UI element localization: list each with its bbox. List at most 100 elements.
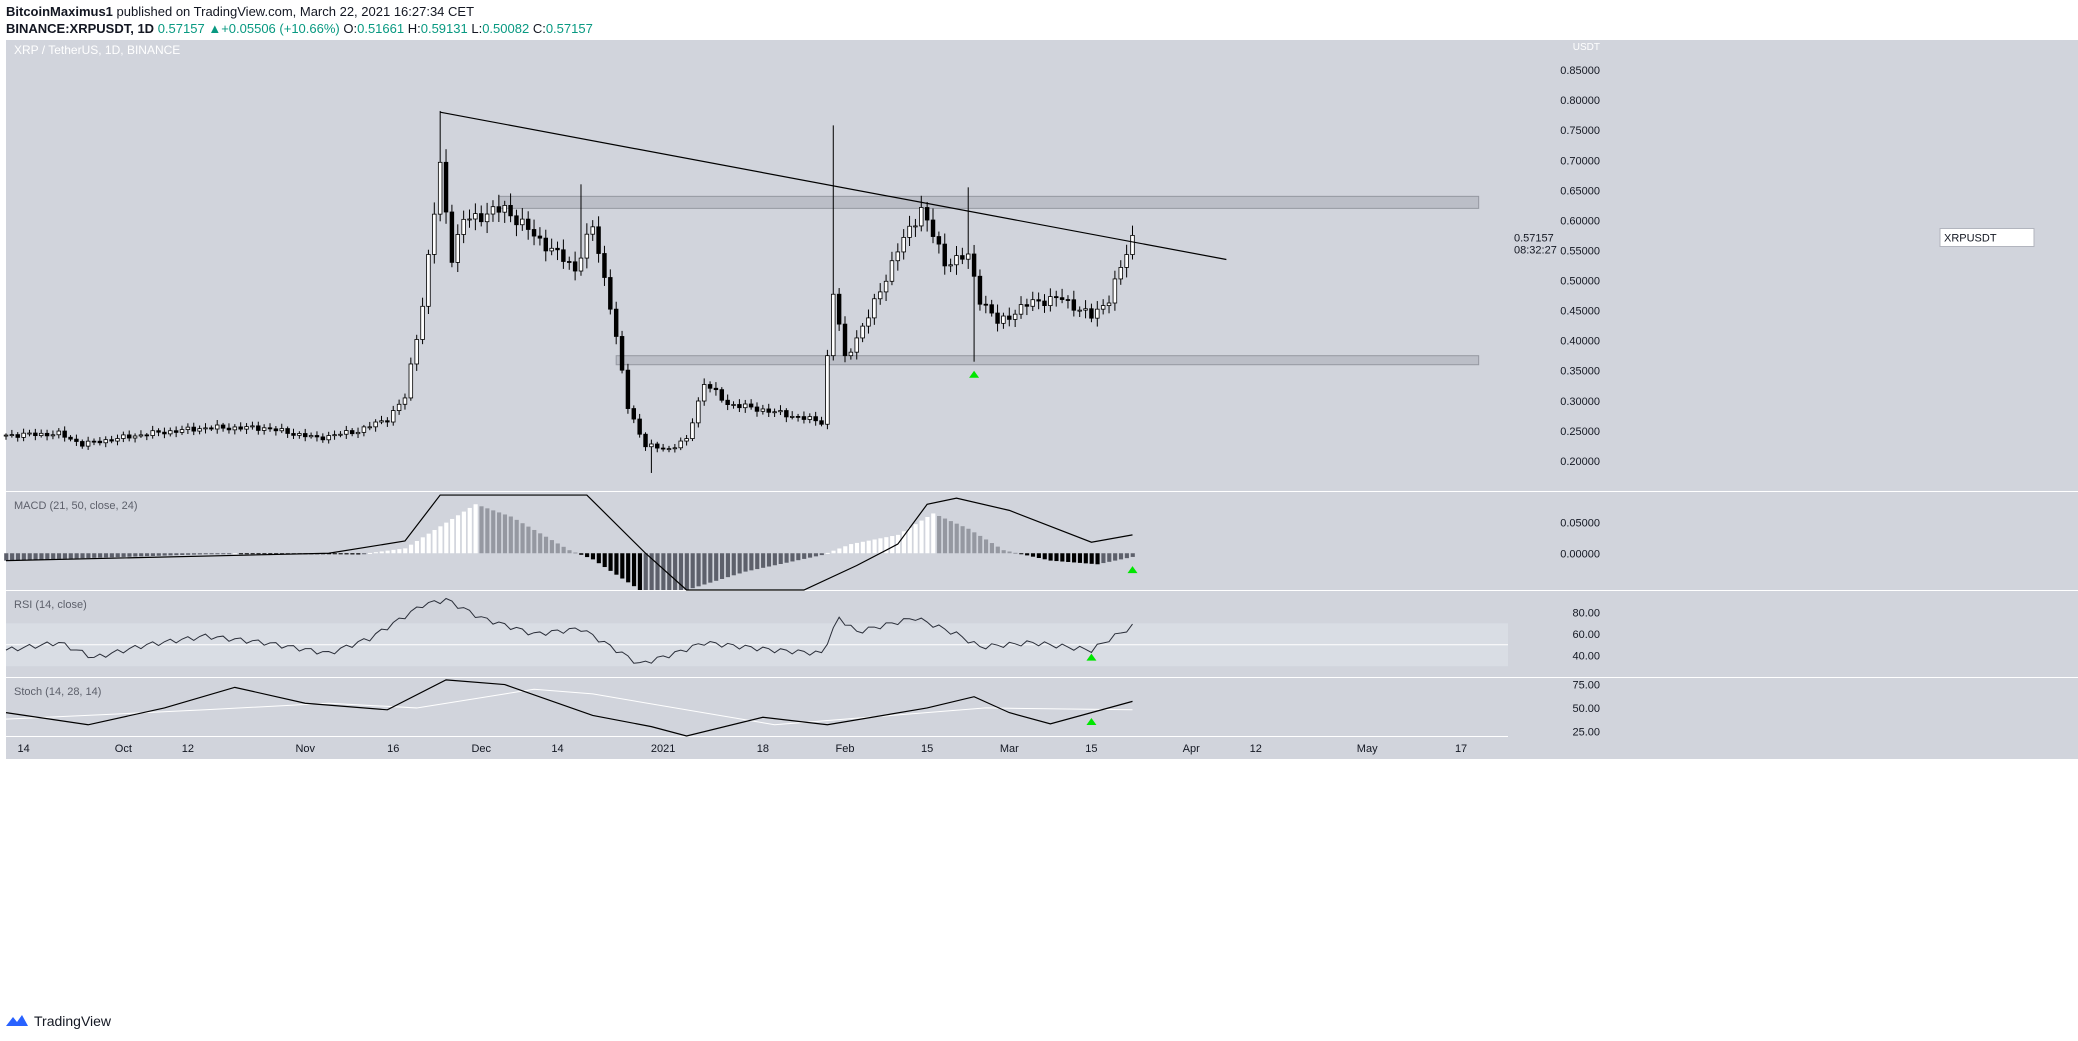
green-triangle-up-icon [969, 370, 980, 378]
time-tick-label: Oct [115, 743, 132, 755]
macd-histogram-bar [397, 549, 402, 554]
candle-body [408, 363, 414, 399]
stoch-tick-label: 50.00 [1572, 703, 1600, 715]
candle-body [854, 337, 859, 353]
rsi-tick-label: 60.00 [1572, 629, 1600, 641]
candle-body [1089, 308, 1094, 319]
macd-histogram-bar [1036, 553, 1041, 558]
candle-body [1106, 302, 1112, 306]
macd-histogram-bar [1066, 553, 1071, 562]
macd-histogram-bar [1089, 553, 1094, 564]
macd-histogram-bar [913, 524, 918, 554]
candle-body [531, 229, 537, 237]
candle-body [690, 422, 695, 439]
candle-body [232, 426, 238, 431]
candle-body [173, 430, 179, 433]
macd-histogram-bar [244, 553, 249, 555]
candle-body [373, 421, 378, 428]
macd-histogram-bar [596, 553, 601, 564]
macd-histogram-bar [268, 553, 273, 555]
macd-histogram-bar [608, 553, 613, 571]
candle-body [954, 255, 959, 266]
candle-body [801, 416, 807, 420]
candle-body [778, 410, 783, 413]
price-label-box [1939, 227, 2035, 247]
candle-body [332, 434, 337, 437]
candle-body [1124, 254, 1129, 268]
macd-histogram-bar [1001, 550, 1006, 554]
candle-body [983, 303, 989, 306]
macd-histogram-bar [849, 544, 854, 554]
macd-histogram-bar [901, 531, 906, 554]
macd-histogram-bar [209, 553, 214, 555]
macd-histogram-bar [1130, 553, 1135, 557]
candle-body [56, 430, 62, 436]
macd-histogram-bar [432, 529, 437, 554]
macd-histogram-bar [978, 535, 983, 554]
candle-body [602, 253, 607, 278]
price-tick-label: 0.55000 [1560, 245, 1600, 257]
macd-histogram-bar [391, 549, 396, 554]
candle-body [1012, 313, 1018, 320]
candle-body [731, 404, 736, 406]
time-tick-label: May [1357, 743, 1378, 755]
candle-body [179, 429, 185, 433]
candle-body [549, 247, 554, 252]
macd-histogram-bar [737, 553, 742, 574]
stoch-tick-label: 75.00 [1572, 680, 1600, 692]
macd-histogram-bar [661, 553, 666, 590]
macd-histogram-bar [444, 522, 449, 554]
candle-body [379, 420, 384, 423]
macd-histogram-bar [1113, 553, 1118, 561]
macd-histogram-bar [678, 553, 684, 590]
time-tick-label: Mar [1000, 743, 1019, 755]
time-axis-background [6, 737, 2078, 759]
candle-body [279, 428, 284, 432]
macd-histogram-bar [626, 553, 631, 583]
chart-canvas[interactable]: XRP / TetherUS, 1D, BINANCE 0.85000 0.8000… [0, 40, 2078, 1005]
candle-body [1077, 309, 1082, 312]
candle-body [977, 275, 983, 305]
macd-histogram-bar [450, 518, 455, 554]
macd-histogram-bar [174, 553, 179, 556]
candle-body [126, 434, 132, 439]
candle-body [461, 218, 466, 235]
candle-body [297, 433, 302, 436]
macd-histogram-bar [344, 553, 349, 555]
candle-body [502, 205, 507, 213]
macd-histogram-bar [80, 553, 85, 559]
close-label: C: [532, 21, 546, 36]
macd-histogram-bar [103, 553, 109, 558]
footer-brand[interactable]: TradingView [6, 1013, 111, 1029]
macd-histogram-bar [555, 543, 560, 554]
candle-body [62, 430, 67, 438]
candle-body [748, 403, 754, 408]
candle-body [267, 427, 273, 430]
macd-histogram-bar [532, 529, 537, 554]
candle-body [103, 439, 108, 444]
candle-body [479, 213, 484, 223]
author-name[interactable]: BitcoinMaximus1 [6, 4, 113, 19]
macd-histogram-bar [954, 523, 959, 554]
macd-histogram-bar [907, 527, 912, 554]
candle-body [842, 323, 848, 357]
macd-histogram-bar [350, 553, 355, 555]
candle-body [1036, 299, 1041, 302]
candle-body [156, 430, 161, 433]
macd-histogram-bar [133, 553, 138, 557]
candle-body [555, 247, 560, 251]
macd-histogram-bar [362, 553, 367, 555]
candle-body [525, 218, 531, 230]
candle-body [895, 251, 901, 262]
candle-body [836, 293, 842, 325]
candle-body [619, 336, 625, 371]
macd-histogram-bar [796, 553, 801, 561]
candle-body [326, 435, 331, 441]
candle-body [567, 261, 572, 263]
candle-body [766, 408, 771, 413]
macd-histogram-bar [150, 553, 155, 556]
close-value: 0.57157 [545, 21, 593, 36]
price-axis-background [1508, 40, 2078, 737]
candle-body [707, 384, 713, 389]
macd-histogram-bar [4, 553, 9, 561]
